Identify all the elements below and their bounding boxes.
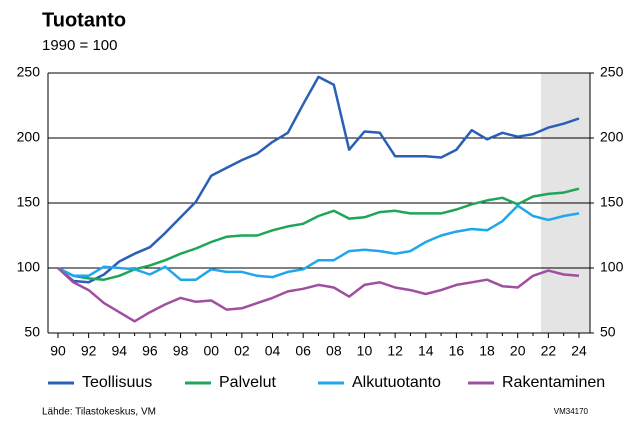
- x-tick-label: 16: [449, 343, 465, 359]
- x-tick-label: 02: [234, 343, 250, 359]
- y2-tick-label: 200: [600, 129, 624, 145]
- x-tick-label: 12: [387, 343, 403, 359]
- x-tick-label: 18: [479, 343, 495, 359]
- chart-subtitle: 1990 = 100: [42, 37, 118, 54]
- x-tick-label: 92: [81, 343, 97, 359]
- source: Lähde: Tilastokeskus, VM: [42, 407, 156, 418]
- x-tick-label: 08: [326, 343, 342, 359]
- x-tick-label: 94: [112, 343, 128, 359]
- y-tick-label: 50: [24, 324, 40, 340]
- line-series: [57, 267, 580, 323]
- x-tick-label: 96: [142, 343, 158, 359]
- x-tick-label: 14: [418, 343, 434, 359]
- y2-tick-label: 150: [600, 194, 624, 210]
- y-tick-label: 200: [17, 129, 41, 145]
- legend-label: Palvelut: [219, 374, 276, 391]
- x-tick-label: 98: [173, 343, 189, 359]
- chart-code: VM34170: [554, 407, 589, 416]
- y-tick-label: 150: [17, 194, 41, 210]
- y-tick-label: 100: [17, 259, 41, 275]
- x-tick-label: 04: [265, 343, 281, 359]
- chart-title: Tuotanto: [42, 9, 126, 31]
- x-tick-label: 90: [50, 343, 66, 359]
- line-series: [57, 187, 580, 281]
- legend-label: Teollisuus: [82, 374, 152, 391]
- x-tick-label: 10: [357, 343, 373, 359]
- x-tick-label: 06: [295, 343, 311, 359]
- legend-label: Rakentaminen: [502, 374, 605, 391]
- x-tick-label: 24: [571, 343, 587, 359]
- line-series: [57, 75, 580, 284]
- legend-label: Alkutuotanto: [352, 374, 441, 391]
- x-tick-label: 20: [510, 343, 526, 359]
- x-tick-label: 00: [203, 343, 219, 359]
- y2-tick-label: 250: [600, 64, 624, 80]
- line-series: [57, 204, 580, 281]
- y2-tick-label: 50: [600, 324, 616, 340]
- y2-tick-label: 100: [600, 259, 624, 275]
- y-tick-label: 250: [17, 64, 41, 80]
- x-tick-label: 22: [541, 343, 557, 359]
